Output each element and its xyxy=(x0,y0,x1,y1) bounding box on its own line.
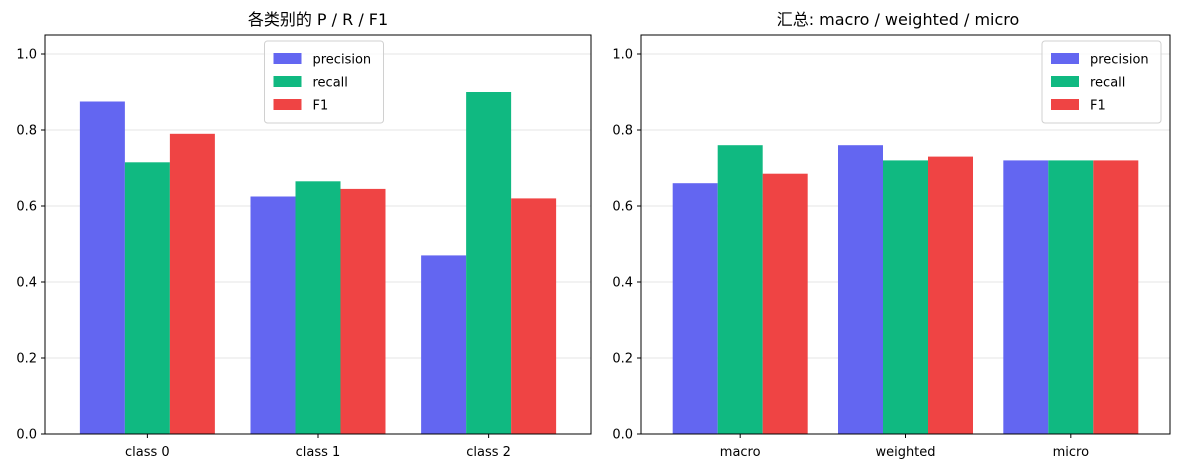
legend-label: recall xyxy=(1090,76,1125,91)
bars xyxy=(79,92,557,435)
chart-title: 汇总: macro / weighted / micro xyxy=(777,10,1020,29)
bar-f1-class-0 xyxy=(169,133,215,435)
y-tick-label: 0.8 xyxy=(16,124,37,139)
chart-panel-per-class: 各类别的 P / R / F1 0.0 0.2 0.4 0.6 0.8 1.0 class… xyxy=(16,10,592,460)
chart-title: 各类别的 P / R / F1 xyxy=(248,10,388,29)
y-tick-label: 0.2 xyxy=(612,352,633,367)
legend-label: F1 xyxy=(313,99,329,114)
y-tick-label: 0.4 xyxy=(16,276,37,291)
bar-recall-class-0 xyxy=(124,162,170,435)
bar-f1-class-2 xyxy=(511,198,557,434)
bar-f1-class-1 xyxy=(340,188,386,434)
x-tick-label: class 2 xyxy=(466,445,511,460)
x-tick-label: weighted xyxy=(875,445,935,460)
x-tick-label: class 0 xyxy=(125,445,170,460)
y-tick-label: 0.4 xyxy=(612,276,633,291)
bar-precision-class-1 xyxy=(250,196,296,434)
y-axis: 0.0 0.2 0.4 0.6 0.8 1.0 xyxy=(612,48,641,443)
legend-swatch xyxy=(273,53,302,64)
legend-label: recall xyxy=(313,76,348,91)
legend-label: precision xyxy=(313,53,372,68)
legend: precision recall F1 xyxy=(264,40,384,124)
bar-precision-class-2 xyxy=(421,255,467,434)
plot-frame xyxy=(640,34,1171,435)
x-axis: class 0 class 1 class 2 xyxy=(125,434,511,460)
legend: precision recall F1 xyxy=(1041,40,1162,124)
plot-frame xyxy=(44,34,592,435)
bar-precision-macro xyxy=(672,183,718,434)
bar-recall-micro xyxy=(1048,160,1094,434)
y-tick-label: 0.0 xyxy=(16,428,37,443)
bar-f1-weighted xyxy=(928,156,973,434)
x-tick-label: micro xyxy=(1053,445,1089,460)
legend-swatch xyxy=(273,76,302,87)
chart-panel-averages: 汇总: macro / weighted / micro 0.00.20.40.… xyxy=(612,10,1171,460)
y-tick-label: 0.2 xyxy=(16,352,37,367)
bar-f1-macro xyxy=(762,173,808,434)
y-axis: 0.0 0.2 0.4 0.6 0.8 1.0 xyxy=(16,48,45,443)
bars xyxy=(672,145,1139,434)
y-tick-label: 0.8 xyxy=(612,124,633,139)
legend-label: F1 xyxy=(1090,99,1106,114)
bar-recall-class-2 xyxy=(466,92,512,434)
legend-swatch xyxy=(1051,99,1079,110)
y-tick-label: 1.0 xyxy=(16,48,37,63)
x-axis: macro weighted micro xyxy=(720,434,1089,460)
y-tick-label: 0.0 xyxy=(612,428,633,443)
x-tick-label: class 1 xyxy=(296,445,341,460)
legend-label: precision xyxy=(1090,53,1149,68)
bar-f1-micro xyxy=(1093,160,1139,434)
bar-precision-class-0 xyxy=(79,101,125,434)
bar-recall-macro xyxy=(717,145,763,434)
bar-recall-class-1 xyxy=(295,181,341,434)
bar-precision-micro xyxy=(1003,160,1049,434)
y-tick-label: 0.6 xyxy=(16,200,37,215)
legend-swatch xyxy=(273,99,302,110)
bar-recall-weighted xyxy=(883,160,928,434)
legend-swatch xyxy=(1051,53,1079,64)
legend-swatch xyxy=(1051,76,1079,87)
bar-precision-weighted xyxy=(838,145,883,434)
y-tick-label: 0.6 xyxy=(612,200,633,215)
x-tick-label: macro xyxy=(720,445,761,460)
y-tick-label: 1.0 xyxy=(612,48,633,63)
